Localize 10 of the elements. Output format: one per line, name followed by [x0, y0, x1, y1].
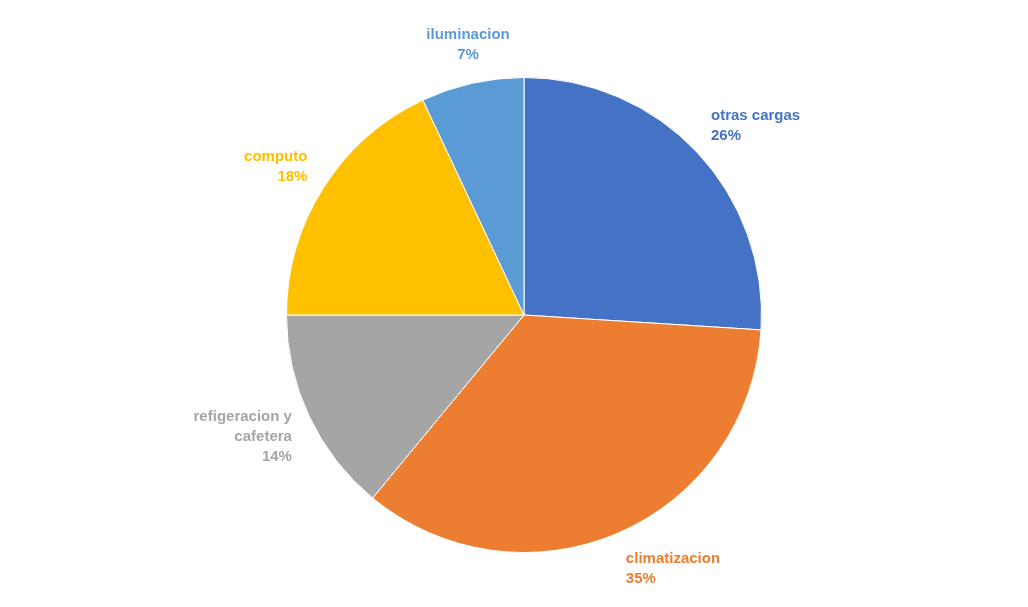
- slice-label: refigeracion y cafetera: [193, 407, 293, 445]
- data-label: 18%: [277, 166, 308, 184]
- data-label: 26%: [710, 125, 742, 143]
- slice-label: computo: [244, 146, 308, 164]
- slice-label: iluminacion: [426, 25, 510, 43]
- data-label: 14%: [261, 447, 292, 465]
- slice-label: climatizacion: [625, 548, 721, 566]
- slice-label: otras cargas: [710, 105, 801, 123]
- data-label: 35%: [625, 568, 656, 586]
- data-label: 7%: [457, 45, 479, 63]
